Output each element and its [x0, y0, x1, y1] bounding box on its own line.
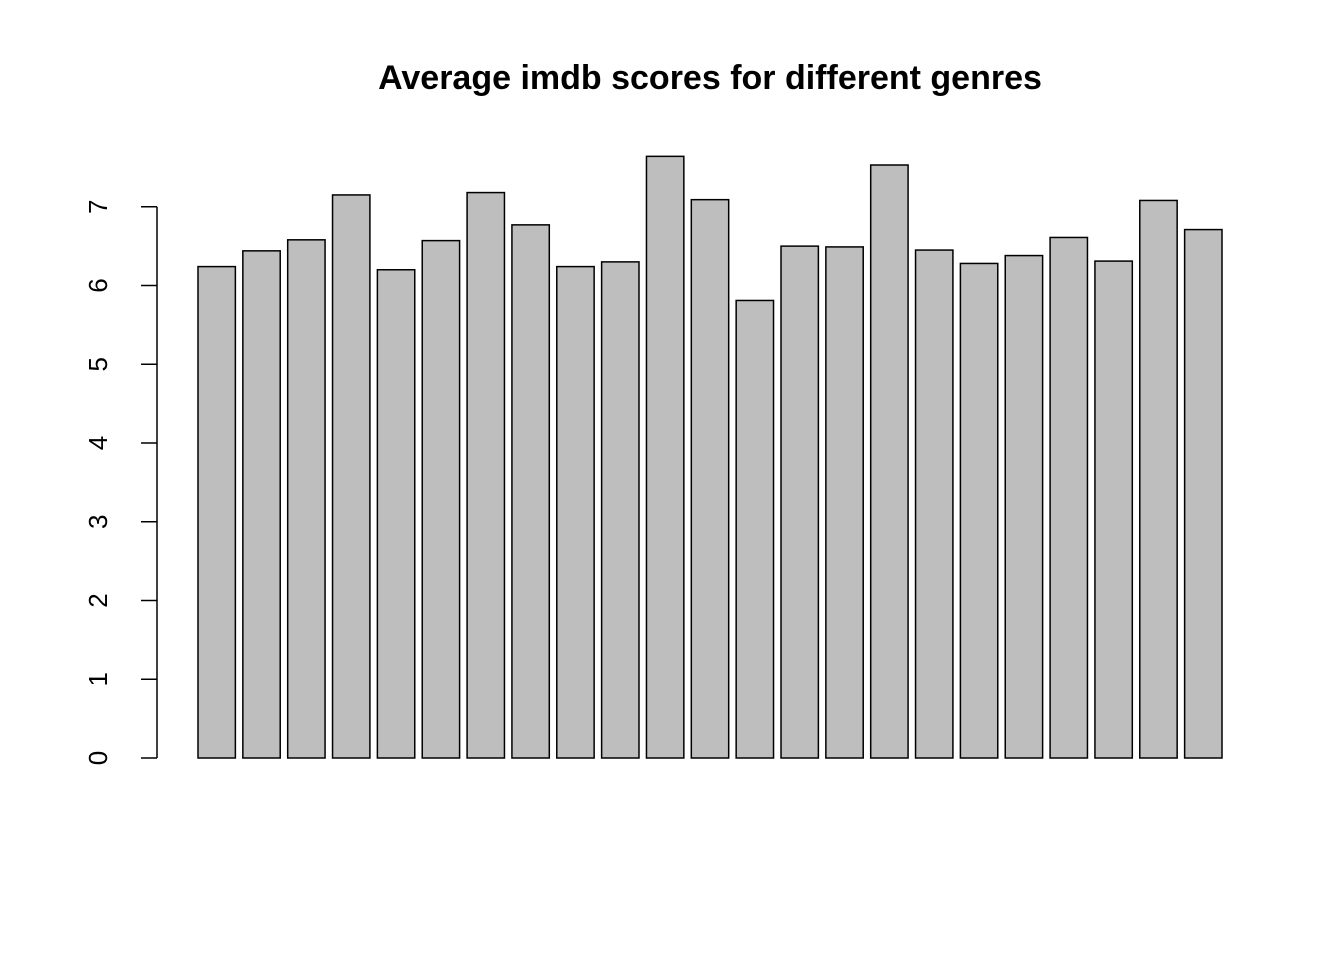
bar — [331, 194, 371, 759]
bar — [466, 191, 506, 759]
y-tick-label: 4 — [83, 436, 113, 450]
y-tick-label: 2 — [83, 593, 113, 607]
y-tick-label: 5 — [83, 357, 113, 371]
bar — [825, 246, 864, 759]
bar — [1049, 236, 1089, 759]
bar — [959, 262, 999, 759]
y-tick-label: 6 — [83, 278, 113, 292]
bar — [1139, 199, 1178, 759]
bar — [1004, 254, 1044, 759]
bar — [780, 245, 820, 759]
bar — [735, 299, 775, 759]
chart-title: Average imdb scores for different genres — [378, 59, 1042, 97]
bar — [600, 261, 640, 759]
bar — [197, 265, 237, 759]
bar — [242, 250, 281, 759]
y-tick-label: 1 — [83, 672, 113, 686]
bar — [1183, 228, 1223, 759]
y-tick-label: 3 — [83, 515, 113, 529]
bar — [556, 265, 595, 759]
bar — [376, 269, 416, 759]
bar — [869, 164, 909, 759]
bar — [690, 198, 730, 759]
bar — [421, 239, 461, 759]
y-tick-label: 7 — [83, 200, 113, 214]
y-tick-label: 0 — [83, 751, 113, 765]
bar — [1094, 260, 1134, 759]
bar — [511, 224, 551, 759]
bar — [645, 155, 685, 759]
bar — [914, 249, 954, 759]
bar — [286, 239, 326, 759]
